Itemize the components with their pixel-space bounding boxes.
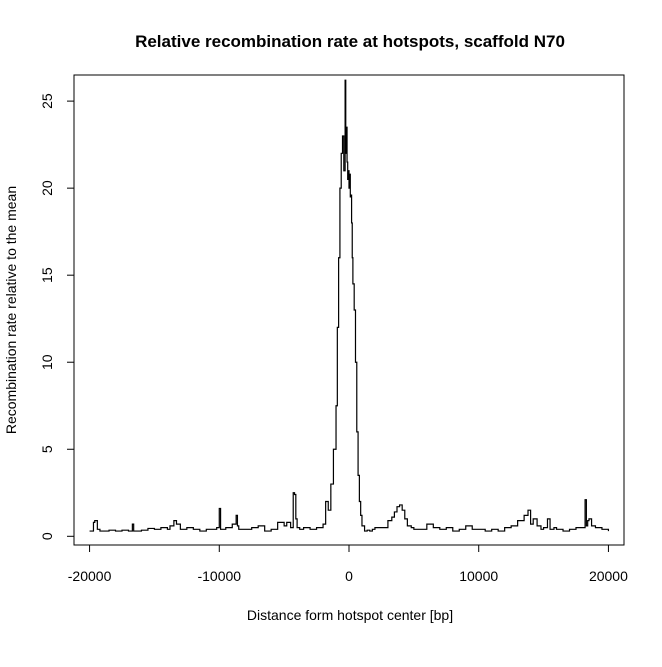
y-axis-label: Recombination rate relative to the mean	[3, 186, 19, 434]
y-axis: 0 5 10 15 20 25	[39, 93, 75, 540]
y-tick-label: 0	[39, 532, 55, 540]
x-tick-label: -20000	[68, 568, 112, 584]
x-tick-label: -10000	[197, 568, 241, 584]
x-axis-label: Distance form hotspot center [bp]	[247, 607, 453, 623]
y-tick-label: 5	[39, 445, 55, 453]
x-axis: -20000 -10000 0 10000 20000	[68, 544, 628, 584]
y-tick-label: 25	[39, 93, 55, 109]
plot-box	[73, 74, 625, 546]
y-tick-label: 20	[39, 180, 55, 196]
x-tick-label: 0	[345, 568, 353, 584]
series-layer	[89, 79, 610, 532]
x-tick-label: 20000	[589, 568, 628, 584]
y-tick-label: 10	[39, 354, 55, 370]
x-tick-label: 10000	[459, 568, 498, 584]
chart-title: Relative recombination rate at hotspots,…	[135, 32, 565, 51]
series-line	[89, 79, 610, 532]
y-tick-label: 15	[39, 267, 55, 283]
